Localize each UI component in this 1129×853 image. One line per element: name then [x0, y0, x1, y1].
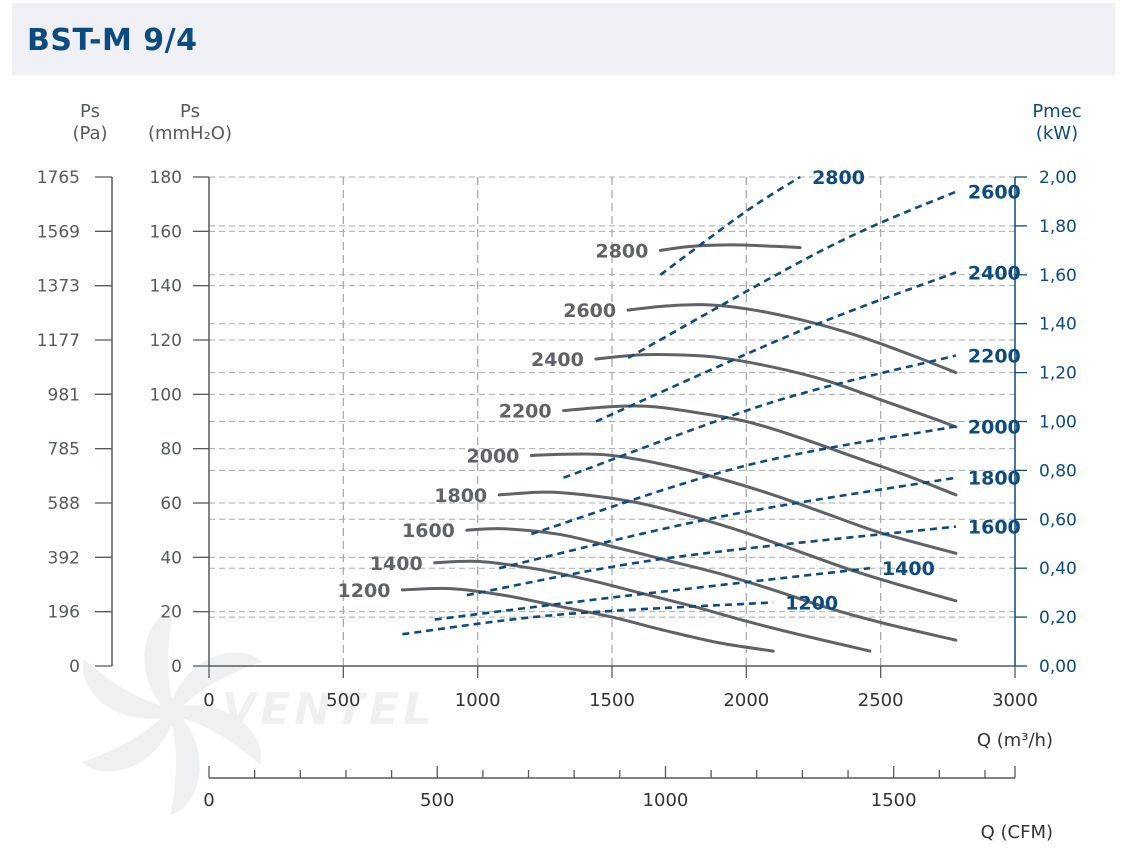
y-mm-tick-label: 120 — [150, 331, 182, 351]
y-pa-axis-unit: (Pa) — [72, 123, 107, 144]
pressure-curve-1200 — [400, 586, 775, 653]
x-tick-label: 1500 — [589, 690, 635, 711]
y-pa-tick-label: 196 — [48, 603, 80, 623]
x-tick-label: 500 — [326, 690, 360, 711]
x-axis-title: Q (m³/h) — [977, 730, 1053, 751]
x-tick-label: 1000 — [455, 690, 501, 711]
pressure-curve-2000 — [529, 452, 958, 555]
power-curves — [402, 175, 957, 636]
power-curve-1200 — [402, 601, 774, 636]
y-pa-tick-label: 588 — [48, 494, 80, 514]
y-mm-tick-label: 20 — [160, 603, 182, 623]
watermark-fan-logo: VENTEL — [82, 609, 435, 815]
power-curve-label-1200: 1200 — [785, 592, 838, 614]
y-mm-axis-title: Ps — [180, 101, 200, 122]
y-pa-tick-label: 1569 — [37, 222, 80, 242]
y-mm-tick-label: 80 — [160, 440, 182, 460]
pressure-curve-label-2600: 2600 — [563, 300, 616, 322]
y-pa-tick-label: 1177 — [37, 331, 80, 351]
cfm-tick-label: 0 — [203, 790, 214, 811]
curve-labels: 1200 1400 1600 1800 2000 2200 2400 2600 2800 1200… — [338, 167, 1021, 614]
power-curve-label-2600: 2600 — [968, 182, 1021, 204]
power-curve-1800 — [498, 476, 957, 570]
y-mm-tick-label: 180 — [150, 168, 182, 188]
pressure-curve-label-2400: 2400 — [531, 349, 584, 371]
power-curve-label-2200: 2200 — [968, 345, 1021, 367]
header-bar: BST-M 9/4 — [12, 3, 1115, 75]
pressure-curve-label-1400: 1400 — [370, 553, 423, 575]
y-pa-tick-label: 1373 — [37, 277, 80, 297]
y-mm-tick-label: 40 — [160, 548, 182, 568]
page-title: BST-M 9/4 — [27, 23, 198, 58]
y-power-tick-label: 1,00 — [1039, 413, 1077, 433]
y-power-tick-label: 1,40 — [1039, 315, 1077, 335]
y-mm-tick-label: 0 — [171, 657, 182, 677]
power-curve-label-2000: 2000 — [968, 416, 1021, 438]
y-power-tick-label: 0,60 — [1039, 510, 1077, 530]
power-curve-label-1400: 1400 — [882, 558, 935, 580]
power-curve-1600 — [466, 525, 957, 597]
power-curve-2600 — [627, 190, 957, 360]
cfm-tick-label: 1000 — [643, 790, 689, 811]
y-mm-axis-unit: (mmH₂O) — [148, 123, 232, 144]
pressure-curve-1600 — [465, 527, 958, 642]
pressure-curve-label-2000: 2000 — [467, 445, 520, 467]
pressure-curve-1800 — [497, 490, 958, 603]
y-power-tick-label: 0,40 — [1039, 559, 1077, 579]
pressure-curve-1400 — [433, 559, 872, 653]
pressure-curve-2200 — [562, 404, 958, 497]
y-power-axis-title: Pmec — [1032, 101, 1081, 122]
y-power-tick-label: 0,00 — [1039, 657, 1077, 677]
y-power-axis-unit: (kW) — [1036, 123, 1078, 144]
power-curve-label-1600: 1600 — [968, 517, 1021, 539]
y-power-tick-label: 0,20 — [1039, 608, 1077, 628]
y-power-tick-label: 1,20 — [1039, 364, 1077, 384]
pressure-curve-label-1800: 1800 — [434, 485, 487, 507]
power-curve-label-2800: 2800 — [812, 167, 865, 189]
axes: 0 196 392 588 785 981 1177 1373 1569 1765 0 20 40 60 8… — [37, 168, 1077, 811]
power-curve-2000 — [531, 425, 957, 536]
power-curve-label-1800: 1800 — [968, 468, 1021, 490]
power-curve-2200 — [563, 354, 957, 479]
y-mm-tick-label: 100 — [150, 385, 182, 405]
y-mm-tick-label: 140 — [150, 277, 182, 297]
power-curve-2800 — [659, 175, 801, 276]
pressure-curve-2400 — [594, 353, 958, 429]
y-mm-tick-label: 160 — [150, 222, 182, 242]
cfm-axis-title: Q (CFM) — [981, 822, 1053, 843]
y-mm-tick-label: 60 — [160, 494, 182, 514]
y-pa-tick-label: 785 — [48, 440, 80, 460]
watermark-wordmark: VENTEL — [222, 684, 435, 735]
y-pa-tick-label: 0 — [69, 657, 80, 677]
y-pa-tick-label: 1765 — [37, 168, 80, 188]
pressure-curve-2600 — [626, 303, 958, 375]
power-curve-1400 — [434, 566, 871, 621]
y-power-tick-label: 2,00 — [1039, 168, 1077, 188]
pressure-curves — [400, 243, 958, 653]
y-pa-tick-label: 392 — [48, 548, 80, 568]
y-power-tick-label: 1,80 — [1039, 217, 1077, 237]
power-curve-2400 — [595, 271, 957, 423]
x-tick-label: 2000 — [723, 690, 769, 711]
y-power-tick-label: 1,60 — [1039, 266, 1077, 286]
pressure-curve-2800 — [658, 243, 802, 252]
pressure-curve-label-1600: 1600 — [402, 520, 455, 542]
x-tick-label: 2500 — [858, 690, 904, 711]
x-tick-label: 3000 — [992, 690, 1038, 711]
cfm-tick-label: 500 — [420, 790, 454, 811]
cfm-tick-label: 1500 — [871, 790, 917, 811]
pressure-curve-label-2800: 2800 — [595, 240, 648, 262]
power-curve-label-2400: 2400 — [968, 262, 1021, 284]
y-pa-axis-title: Ps — [80, 101, 100, 122]
y-pa-tick-label: 981 — [48, 385, 80, 405]
y-power-tick-label: 0,80 — [1039, 461, 1077, 481]
pressure-curve-label-1200: 1200 — [338, 580, 391, 602]
pressure-curve-label-2200: 2200 — [499, 401, 552, 423]
x-tick-label: 0 — [203, 690, 214, 711]
